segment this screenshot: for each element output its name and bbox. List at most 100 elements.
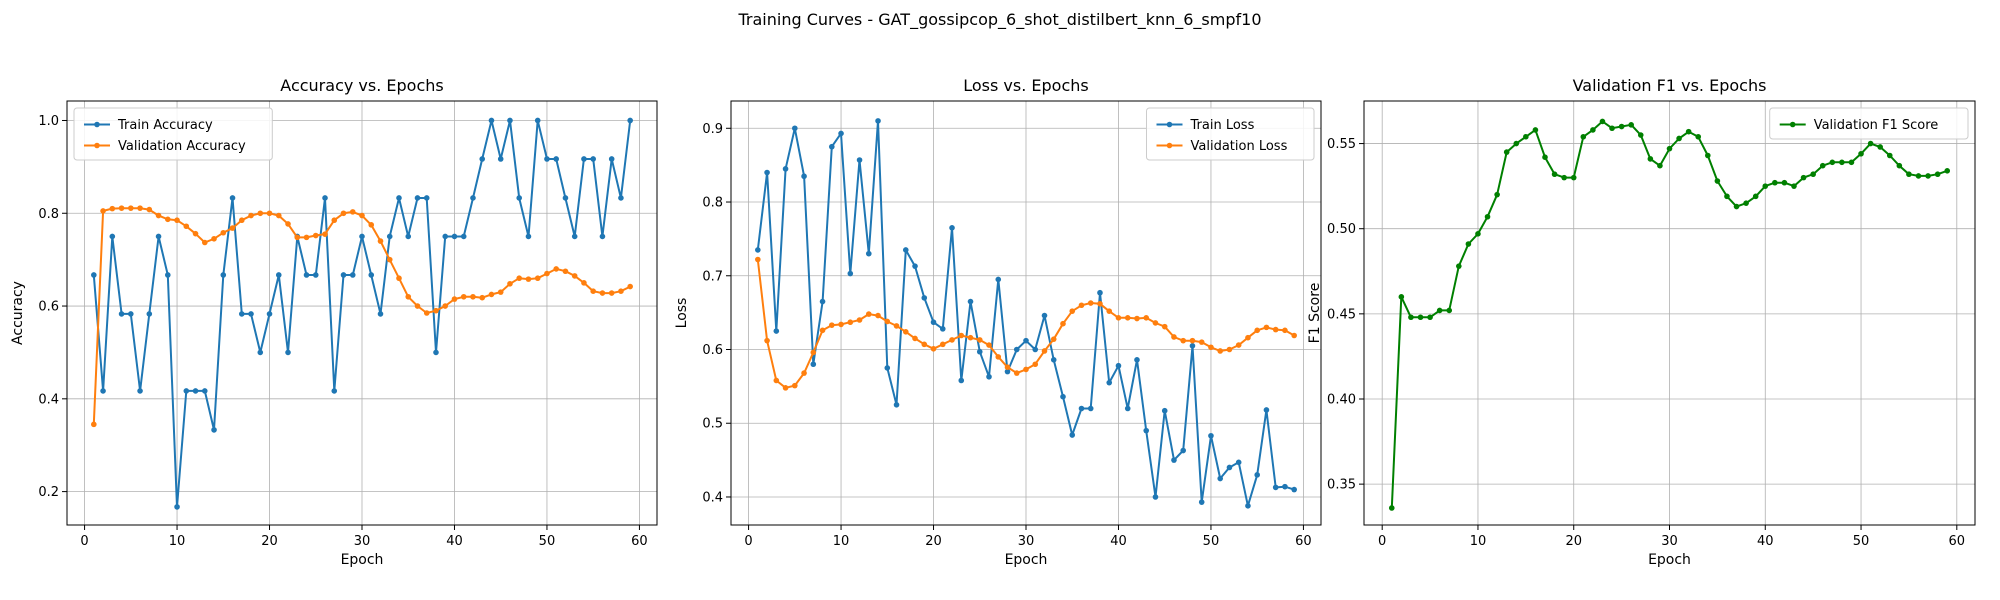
loss-data-point <box>1161 323 1168 330</box>
accuracy-data-point <box>571 233 578 240</box>
accuracy-data-point <box>220 229 227 236</box>
f1-data-point <box>1925 173 1931 179</box>
loss-xtick-label: 50 <box>1203 534 1220 549</box>
accuracy-series-0 <box>91 117 633 510</box>
accuracy-data-point <box>534 275 541 282</box>
loss-data-point <box>865 250 872 257</box>
loss-data-point <box>1171 457 1177 463</box>
accuracy-legend-marker <box>94 121 100 128</box>
accuracy-data-point <box>516 195 523 201</box>
accuracy-data-point <box>100 388 106 394</box>
accuracy-legend-label: Train Accuracy <box>117 118 213 133</box>
f1-data-point <box>1685 128 1692 135</box>
accuracy-data-point <box>451 296 458 302</box>
f1-data-point <box>1570 174 1577 181</box>
loss-data-point <box>1226 346 1233 353</box>
loss-data-point <box>1041 348 1048 354</box>
f1-data-point <box>1772 179 1778 186</box>
loss-data-point <box>1272 484 1279 491</box>
loss-data-point <box>1115 362 1122 369</box>
loss-ytick-label: 0.4 <box>702 490 723 505</box>
loss-data-point <box>1023 337 1029 344</box>
accuracy-ytick-label: 0.8 <box>38 207 59 222</box>
loss-data-point <box>1208 432 1214 439</box>
accuracy-data-point <box>137 388 143 394</box>
accuracy-data-point <box>544 156 550 162</box>
f1-data-point <box>1781 179 1788 186</box>
loss-data-point <box>1097 300 1103 307</box>
loss-data-point <box>1050 357 1057 363</box>
accuracy-data-point <box>266 311 273 317</box>
accuracy-data-point <box>423 195 430 201</box>
loss-data-point <box>995 354 1002 360</box>
f1-xtick-label: 20 <box>1565 534 1582 549</box>
accuracy-data-point <box>396 195 402 201</box>
accuracy-data-point <box>359 233 365 240</box>
f1-legend-label: Validation F1 Score <box>1814 118 1939 133</box>
loss-data-point <box>1004 368 1011 375</box>
accuracy-xtick-label: 0 <box>80 534 88 549</box>
accuracy-data-point <box>128 311 134 317</box>
f1-data-point <box>1896 162 1903 169</box>
loss-data-point <box>1013 370 1020 376</box>
loss-data-point <box>1097 289 1103 296</box>
loss-xtick-label: 10 <box>833 534 850 549</box>
loss-data-point <box>1078 405 1085 412</box>
accuracy-data-point <box>238 311 245 317</box>
accuracy-xtick-label: 40 <box>446 534 463 549</box>
accuracy-data-point <box>303 234 310 241</box>
loss-data-point <box>930 319 937 326</box>
accuracy-data-point <box>248 311 254 317</box>
accuracy-data-point <box>525 276 532 282</box>
loss-data-point <box>967 298 974 305</box>
accuracy-data-point <box>599 290 606 296</box>
accuracy-data-point <box>562 268 569 275</box>
loss-data-point <box>1263 324 1270 331</box>
accuracy-data-point <box>174 504 180 510</box>
loss-data-point <box>912 335 918 342</box>
loss-data-point <box>1161 407 1168 414</box>
f1-data-point <box>1532 127 1539 133</box>
accuracy-data-point <box>590 288 596 294</box>
f1-ytick-label: 0.35 <box>1327 478 1356 493</box>
f1-data-point <box>1733 203 1740 210</box>
f1-data-point <box>1657 162 1663 169</box>
loss-data-point <box>1106 308 1113 314</box>
loss-data-point <box>921 341 928 348</box>
f1-data-point <box>1724 193 1730 200</box>
accuracy-legend-box <box>73 107 273 161</box>
accuracy-data-point <box>322 231 328 237</box>
loss-data-point <box>1152 494 1159 500</box>
accuracy-xtick-label: 10 <box>169 534 186 549</box>
accuracy-data-point <box>257 210 264 217</box>
loss-data-point <box>949 337 955 343</box>
f1-data-point <box>1858 150 1864 157</box>
loss-data-point <box>1152 320 1159 326</box>
loss-ytick-label: 0.8 <box>702 196 723 211</box>
f1-data-point <box>1714 178 1721 184</box>
accuracy-data-point <box>248 212 254 219</box>
f1-data-point <box>1408 314 1414 321</box>
loss-data-point <box>986 373 992 380</box>
loss-data-point <box>1069 432 1076 438</box>
loss-data-point <box>819 327 826 334</box>
loss-data-point <box>1124 314 1131 321</box>
loss-data-point <box>1254 472 1260 478</box>
loss-data-point <box>755 247 761 253</box>
loss-legend-label: Validation Loss <box>1191 139 1288 154</box>
f1-data-point <box>1503 149 1510 155</box>
f1-data-point <box>1561 174 1567 181</box>
loss-data-point <box>1013 346 1020 353</box>
loss-ytick-label: 0.5 <box>702 417 723 432</box>
accuracy-data-point <box>497 156 504 162</box>
loss-data-point <box>1115 314 1122 321</box>
accuracy-data-point <box>109 233 116 240</box>
accuracy-data-point <box>155 212 162 219</box>
loss-data-point <box>875 118 881 124</box>
loss-series-1 <box>755 256 1297 391</box>
loss-data-point <box>1291 332 1297 339</box>
accuracy-xtick-label: 30 <box>354 534 371 549</box>
accuracy-data-point <box>553 156 560 162</box>
f1-data-point <box>1791 183 1797 189</box>
